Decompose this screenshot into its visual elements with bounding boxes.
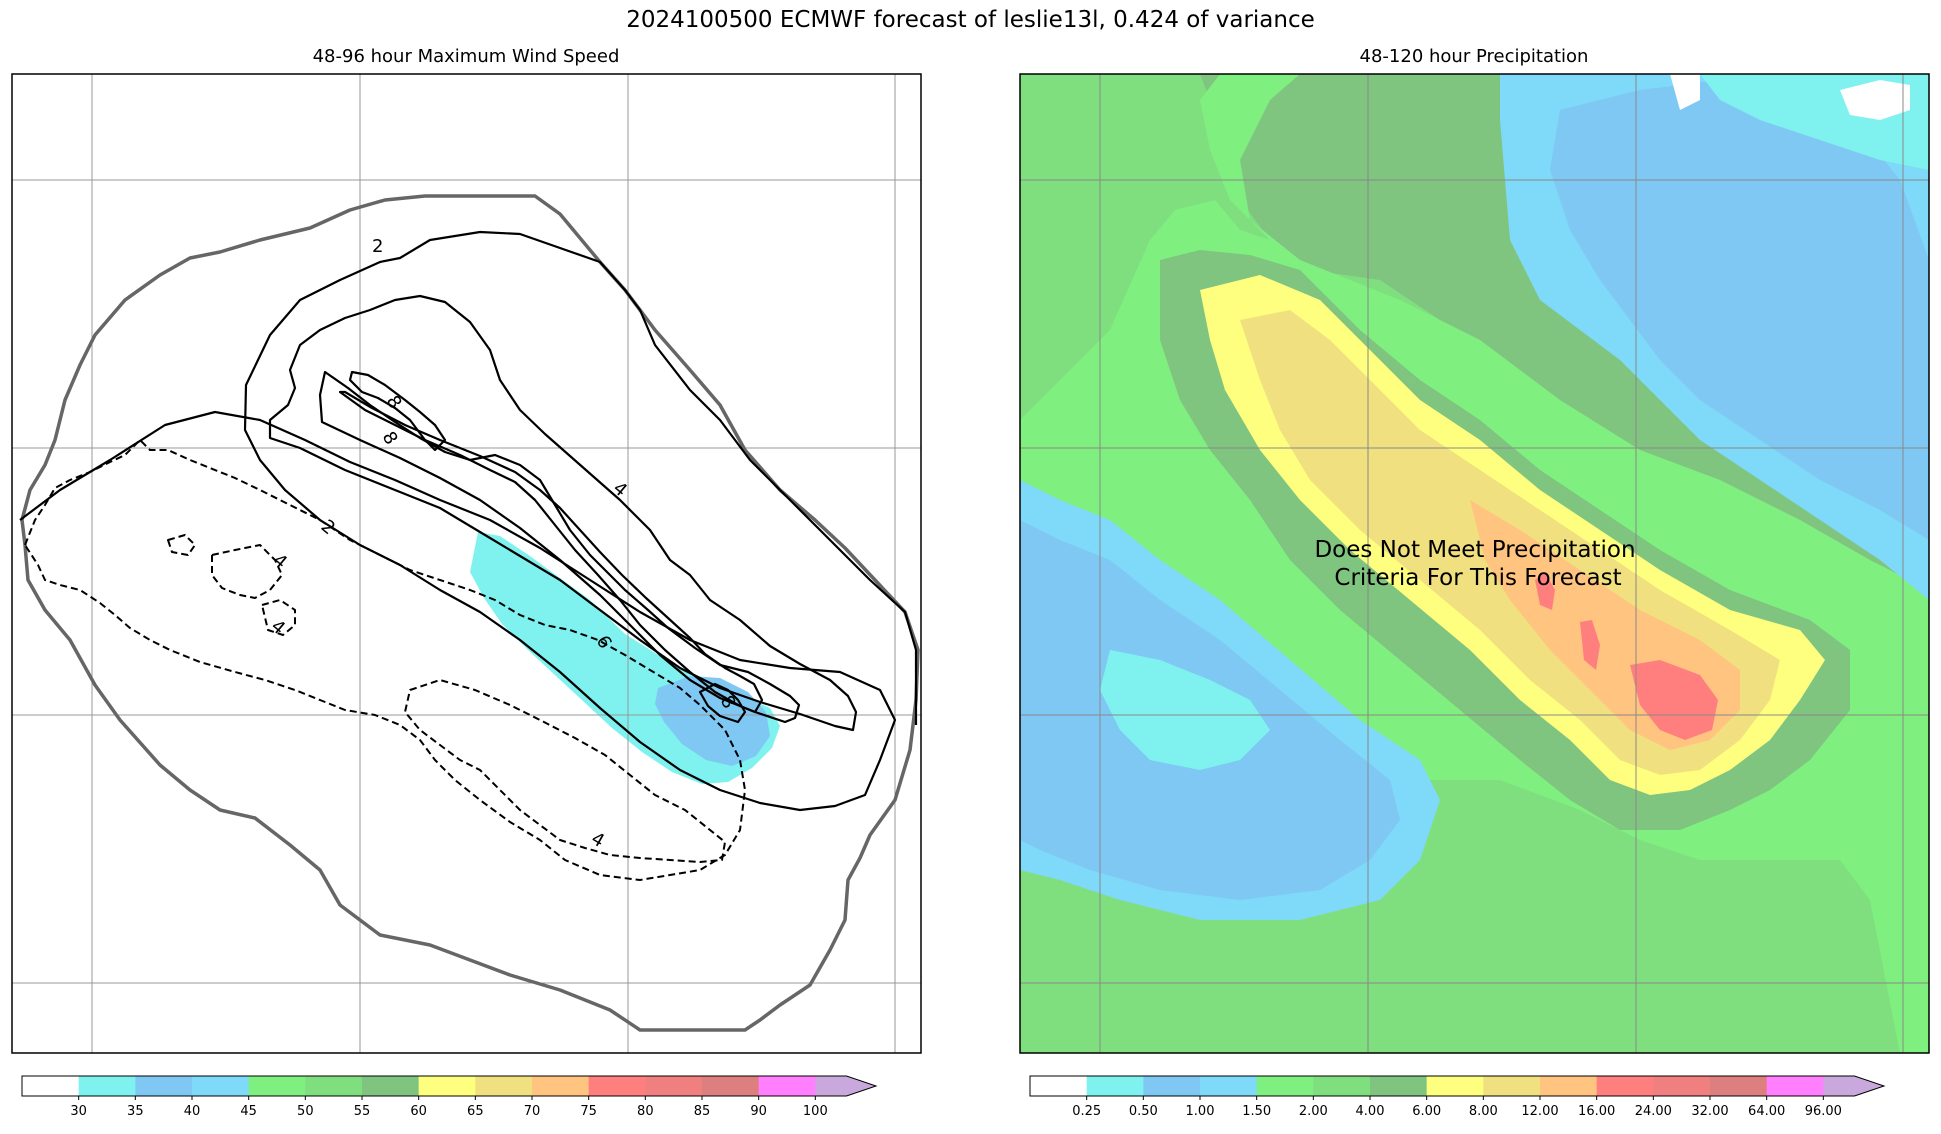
precip-note-line-2: Criteria For This Forecast: [1334, 565, 1621, 591]
wind-panel: 2 4 6 8 8 2 4 4 4 6 8: [11, 73, 922, 1054]
wind-colorbar-tick-label: 85: [694, 1104, 711, 1119]
precip-colorbar-swatch: [1143, 1076, 1201, 1096]
wind-colorbar-swatch: [532, 1076, 590, 1096]
precip-colorbar-swatch: [1426, 1076, 1484, 1096]
contour-minus-4-b: [261, 599, 296, 636]
wind-colorbar-outline: [21, 1075, 878, 1097]
precip-colorbar-swatch: [1086, 1076, 1144, 1096]
ensemble-envelope: [20, 194, 920, 1032]
precip-panel: Does Not Meet Precipitation Criteria For…: [1019, 73, 1930, 1054]
precip-colorbar-swatch: [1540, 1076, 1598, 1096]
precip-colorbar-tick-label: 12.00: [1521, 1104, 1558, 1119]
left-panel-title: 48-96 hour Maximum Wind Speed: [312, 46, 620, 67]
precip-colorbar-tick-label: 2.00: [1299, 1104, 1328, 1119]
wind-fill-40: [655, 676, 770, 766]
precip-note-line-1: Does Not Meet Precipitation: [1314, 537, 1635, 563]
precip-region-below-0.25-top: [1670, 74, 1910, 120]
precip-colorbar-tick-label: 0.25: [1072, 1104, 1101, 1119]
wind-panel-frame: [11, 73, 922, 1054]
precip-colorbar: 0.25 0.50 1.00 1.50 2.00 4.00 6.00 8.00 12.00 16.…: [1029, 1075, 1886, 1119]
wind-colorbar-tick-label: 55: [354, 1104, 371, 1119]
precip-colorbar-swatch: [1766, 1076, 1824, 1096]
precip-colorbar-tick-label: 1.50: [1242, 1104, 1271, 1119]
precip-colorbar-swatch: [1710, 1076, 1768, 1096]
precip-colorbar-swatch: [1823, 1076, 1884, 1096]
precip-colorbar-tick-label: 0.50: [1129, 1104, 1158, 1119]
precip-colorbar-tick-label: 6.00: [1412, 1104, 1441, 1119]
wind-colorbar-tick-label: 60: [410, 1104, 427, 1119]
contour-2: [19, 230, 918, 812]
precip-colorbar-tick-label: 16.00: [1578, 1104, 1615, 1119]
wind-colorbar-swatch: [248, 1076, 306, 1096]
wind-colorbar-swatch: [22, 1076, 80, 1096]
wind-negative-contours: [24, 439, 746, 881]
contour-4: [268, 294, 858, 732]
precip-colorbar-tick-label: 32.00: [1691, 1104, 1728, 1119]
wind-positive-contours: [19, 230, 918, 812]
wind-colorbar-tick-label: 100: [803, 1104, 828, 1119]
precip-colorbar-swatch: [1200, 1076, 1258, 1096]
precip-colorbar-swatch: [1313, 1076, 1371, 1096]
wind-colorbar-tick-label: 65: [467, 1104, 484, 1119]
wind-colorbar-tick-label: 40: [184, 1104, 201, 1119]
precip-colorbar-swatch: [1370, 1076, 1428, 1096]
wind-colorbar-swatch: [588, 1076, 646, 1096]
wind-colorbar-swatch: [475, 1076, 533, 1096]
wind-colorbar-swatch: [645, 1076, 703, 1096]
precip-region-16-24: [1535, 572, 1718, 740]
contour-minus-4-c: [404, 679, 726, 863]
contour-8-c: [698, 682, 747, 724]
wind-colorbar-tick-label: 90: [750, 1104, 767, 1119]
wind-colorbar-swatch: [758, 1076, 816, 1096]
precip-colorbar-swatch: [1483, 1076, 1541, 1096]
right-panel-title: 48-120 hour Precipitation: [1359, 46, 1589, 67]
precip-colorbar-swatch: [1653, 1076, 1711, 1096]
precip-colorbar-tick-label: 64.00: [1748, 1104, 1785, 1119]
precip-colorbar-swatch: [1256, 1076, 1314, 1096]
precip-colorbar-outline: [1029, 1075, 1886, 1097]
wind-colorbar-swatch: [702, 1076, 760, 1096]
wind-colorbar-tick-label: 75: [580, 1104, 597, 1119]
wind-colorbar-swatch: [135, 1076, 193, 1096]
wind-colorbar-tick-label: 35: [127, 1104, 144, 1119]
precip-region-0.25-0.5-bottom: [1100, 650, 1270, 770]
precip-grid: [1020, 74, 1929, 1053]
precip-colorbar-tick-label: 96.00: [1805, 1104, 1842, 1119]
contour-label-0: 2: [372, 236, 383, 257]
contour-minus-2: [24, 439, 746, 881]
wind-colorbar-swatch: [815, 1076, 876, 1096]
precip-panel-frame: [1019, 73, 1930, 1054]
wind-colorbar-tick-label: 80: [637, 1104, 654, 1119]
wind-panel-background: [12, 74, 921, 1053]
wind-colorbar-swatch: [305, 1076, 363, 1096]
wind-grid: [12, 74, 921, 1053]
wind-colorbar-tick-label: 45: [240, 1104, 257, 1119]
wind-colorbar-tick-label: 50: [297, 1104, 314, 1119]
precip-colorbar-swatch: [1030, 1076, 1088, 1096]
wind-colorbar-swatch: [362, 1076, 420, 1096]
precip-region-0.5-1-top: [1550, 80, 1929, 540]
wind-colorbar-swatch: [418, 1076, 476, 1096]
contour-8-b: [348, 370, 447, 452]
wind-colorbar-swatch: [192, 1076, 250, 1096]
precip-colorbar-tick-label: 8.00: [1469, 1104, 1498, 1119]
contour-8-a: [338, 390, 764, 714]
wind-colorbar-tick-label: 30: [70, 1104, 87, 1119]
wind-colorbar: 30 35 40 45 50 55 60 65 70 75 80 85 90 100: [21, 1075, 878, 1119]
precip-colorbar-swatch: [1596, 1076, 1654, 1096]
precip-colorbar-tick-label: 4.00: [1356, 1104, 1385, 1119]
wind-colorbar-tick-label: 70: [524, 1104, 541, 1119]
figure-title: 2024100500 ECMWF forecast of leslie13l, …: [626, 7, 1315, 33]
precip-colorbar-tick-label: 1.00: [1186, 1104, 1215, 1119]
precip-colorbar-tick-label: 24.00: [1635, 1104, 1672, 1119]
wind-colorbar-swatch: [78, 1076, 136, 1096]
contour-minus-4-d: [167, 534, 196, 556]
